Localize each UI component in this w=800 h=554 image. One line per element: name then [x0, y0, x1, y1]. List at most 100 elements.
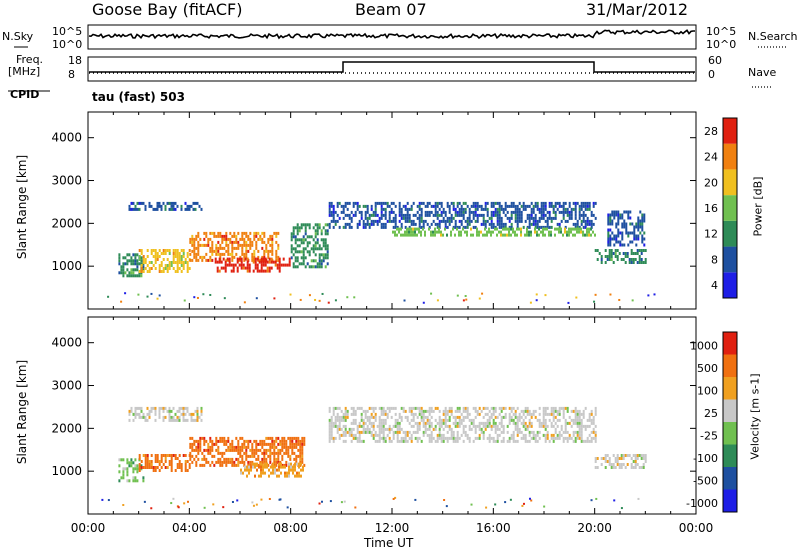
data-cell: [302, 223, 305, 227]
data-cell: [130, 406, 133, 410]
data-cell: [398, 213, 401, 217]
data-cell: [370, 406, 373, 410]
data-cell: [617, 210, 620, 214]
data-cell: [262, 257, 265, 261]
data-cell: [201, 243, 204, 247]
data-cell: [494, 427, 497, 431]
data-cell: [434, 201, 437, 205]
data-cell: [235, 445, 238, 449]
data-cell: [328, 433, 331, 437]
data-cell: [554, 406, 557, 410]
data-cell: [548, 233, 550, 237]
data-cell: [416, 216, 419, 220]
data-cell: [294, 226, 297, 230]
data-cell: [215, 448, 218, 452]
data-cell: [294, 474, 296, 478]
data-cell: [193, 439, 196, 443]
data-cell: [300, 256, 303, 260]
data-cell: [328, 421, 331, 425]
data-cell: [213, 442, 216, 446]
data-cell: [430, 424, 433, 428]
data-cell: [209, 448, 212, 452]
data-cell: [364, 427, 367, 431]
data-cell: [314, 253, 317, 257]
data-cell: [538, 430, 541, 434]
data-cell: [564, 230, 566, 234]
data-cell: [281, 445, 284, 449]
data-cell: [374, 418, 377, 422]
data-cell: [530, 207, 533, 211]
data-cell: [374, 204, 377, 208]
data-cell: [215, 234, 218, 238]
data-cell: [374, 412, 377, 416]
data-cell: [566, 210, 569, 214]
data-cell: [607, 216, 610, 220]
data-cell: [512, 436, 515, 440]
data-cell: [617, 231, 620, 235]
data-cell: [287, 448, 290, 452]
data-cell: [296, 244, 299, 248]
data-cell: [225, 439, 228, 443]
data-cell: [154, 466, 157, 469]
data-cell: [128, 461, 131, 465]
data-cell: [438, 227, 440, 231]
data-cell: [512, 439, 515, 443]
data-cell: [570, 230, 572, 234]
data-cell: [558, 201, 561, 205]
data-cell: [448, 216, 451, 220]
data-cell: [422, 219, 425, 223]
data-cell: [408, 230, 410, 234]
data-cell: [572, 409, 575, 413]
data-cell: [604, 261, 607, 264]
data-cell: [422, 201, 425, 205]
scatter-point: [443, 498, 446, 501]
data-cell: [332, 216, 335, 220]
data-cell: [344, 439, 347, 443]
data-cell: [148, 267, 151, 270]
data-cell: [416, 436, 419, 440]
data-cell: [436, 225, 439, 229]
data-cell: [358, 424, 361, 428]
data-cell: [301, 460, 304, 464]
data-cell: [205, 457, 208, 461]
data-cell: [243, 255, 246, 259]
data-cell: [574, 412, 577, 416]
data-cell: [448, 427, 451, 431]
data-cell: [470, 427, 473, 431]
data-cell: [282, 465, 284, 469]
data-cell: [142, 476, 145, 480]
data-cell: [532, 430, 535, 434]
data-cell: [422, 225, 425, 229]
data-cell: [536, 418, 539, 422]
data-cell: [480, 230, 482, 234]
data-cell: [344, 433, 347, 437]
data-cell: [644, 454, 647, 457]
data-cell: [514, 439, 517, 443]
data-cell: [540, 421, 543, 425]
data-cell: [150, 267, 153, 270]
data-cell: [286, 263, 289, 267]
data-cell: [468, 427, 471, 431]
data-cell: [197, 258, 200, 262]
data-cell: [295, 457, 298, 461]
data-cell: [460, 421, 463, 425]
data-cell: [616, 463, 619, 466]
data-cell: [322, 259, 325, 263]
data-cell: [504, 201, 507, 205]
data-cell: [584, 406, 587, 410]
data-cell: [442, 233, 444, 237]
data-cell: [324, 247, 327, 251]
data-cell: [336, 418, 339, 422]
data-cell: [432, 233, 434, 237]
data-cell: [194, 409, 197, 413]
data-cell: [166, 409, 169, 413]
data-cell: [604, 255, 607, 258]
data-cell: [259, 442, 262, 446]
data-cell: [488, 436, 491, 440]
data-cell: [498, 207, 501, 211]
data-cell: [400, 213, 403, 217]
data-cell: [223, 442, 226, 446]
data-cell: [301, 442, 304, 446]
data-cell: [635, 225, 638, 229]
data-cell: [148, 463, 151, 466]
